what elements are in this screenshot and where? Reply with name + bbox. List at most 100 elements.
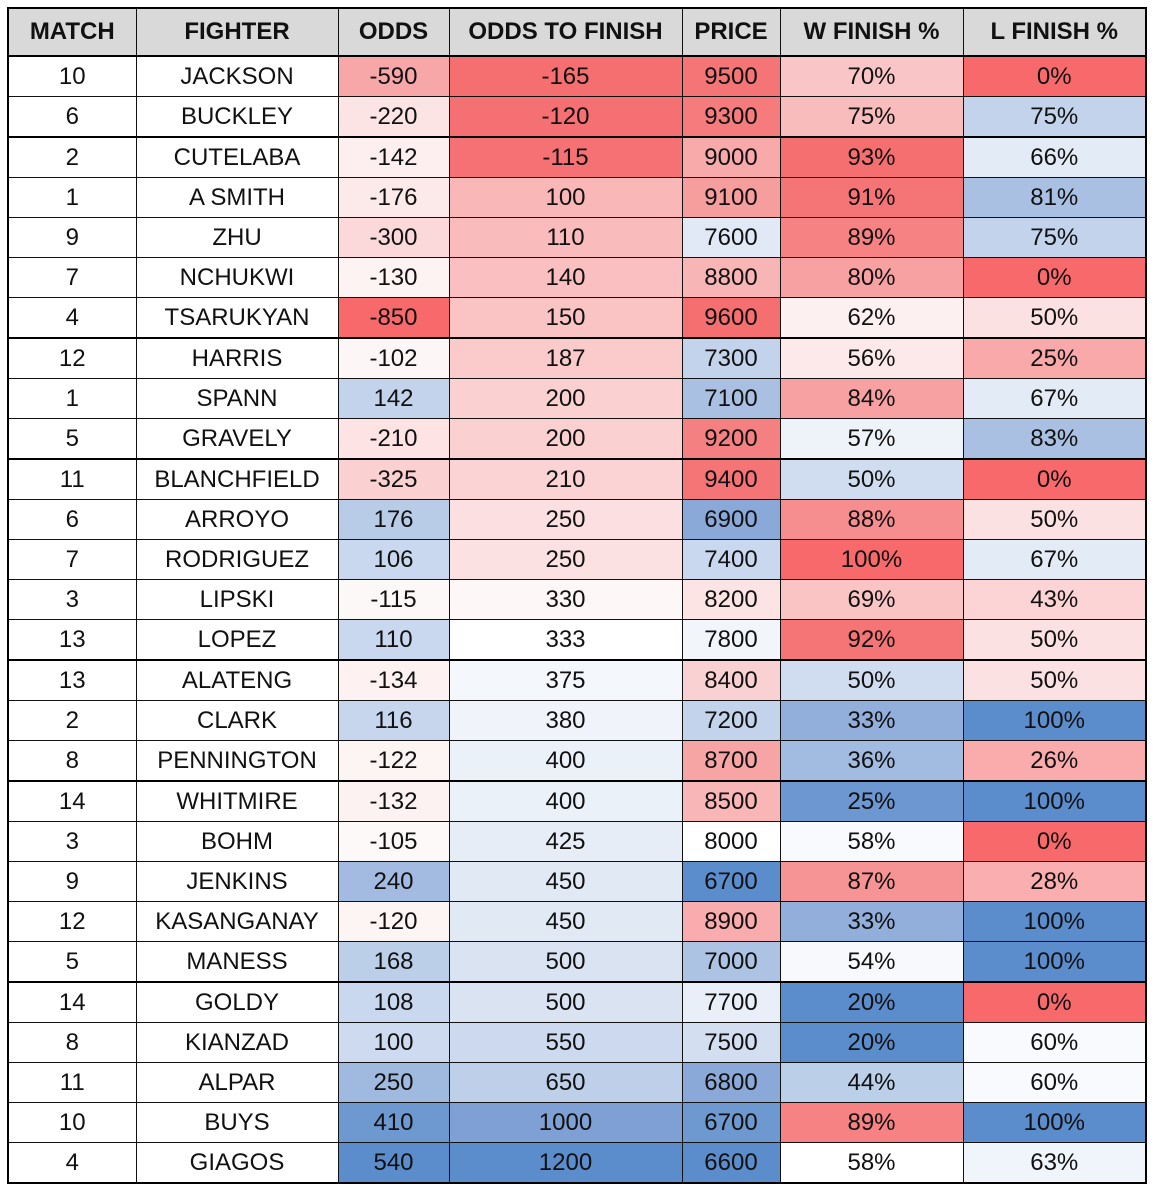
col-header-odds-to-finish[interactable]: ODDS TO FINISH [448,7,683,57]
match-cell[interactable]: 7 [7,257,137,298]
w-finish-cell[interactable]: 20% [779,1022,964,1063]
col-header-fighter[interactable]: FIGHTER [135,7,339,57]
price-cell[interactable]: 7000 [681,941,781,983]
fighter-cell[interactable]: ZHU [135,217,339,258]
l-finish-cell[interactable]: 67% [962,378,1147,419]
w-finish-cell[interactable]: 75% [779,96,964,138]
match-cell[interactable]: 7 [7,539,137,580]
price-cell[interactable]: 9100 [681,177,781,218]
odds-cell[interactable]: 100 [337,1022,450,1063]
match-cell[interactable]: 5 [7,418,137,460]
odds-cell[interactable]: -176 [337,177,450,218]
fighter-cell[interactable]: SPANN [135,378,339,419]
price-cell[interactable]: 6700 [681,861,781,902]
l-finish-cell[interactable]: 100% [962,941,1147,983]
w-finish-cell[interactable]: 70% [779,55,964,97]
match-cell[interactable]: 14 [7,780,137,822]
w-finish-cell[interactable]: 36% [779,740,964,782]
col-header-l-finish[interactable]: L FINISH % [962,7,1147,57]
odds-to-finish-cell[interactable]: 187 [448,337,683,379]
w-finish-cell[interactable]: 58% [779,1142,964,1184]
price-cell[interactable]: 8800 [681,257,781,298]
price-cell[interactable]: 6900 [681,499,781,540]
w-finish-cell[interactable]: 89% [779,217,964,258]
price-cell[interactable]: 8700 [681,740,781,782]
l-finish-cell[interactable]: 0% [962,821,1147,862]
fighter-cell[interactable]: BLANCHFIELD [135,458,339,500]
odds-cell[interactable]: 106 [337,539,450,580]
l-finish-cell[interactable]: 67% [962,539,1147,580]
price-cell[interactable]: 9400 [681,458,781,500]
w-finish-cell[interactable]: 92% [779,619,964,661]
match-cell[interactable]: 5 [7,941,137,983]
col-header-w-finish[interactable]: W FINISH % [779,7,964,57]
fighter-cell[interactable]: ALATENG [135,659,339,701]
odds-cell[interactable]: 110 [337,619,450,661]
w-finish-cell[interactable]: 50% [779,659,964,701]
l-finish-cell[interactable]: 25% [962,337,1147,379]
w-finish-cell[interactable]: 54% [779,941,964,983]
l-finish-cell[interactable]: 81% [962,177,1147,218]
col-header-odds[interactable]: ODDS [337,7,450,57]
odds-cell[interactable]: -142 [337,136,450,178]
odds-to-finish-cell[interactable]: 140 [448,257,683,298]
odds-to-finish-cell[interactable]: 210 [448,458,683,500]
price-cell[interactable]: 6800 [681,1062,781,1103]
w-finish-cell[interactable]: 87% [779,861,964,902]
match-cell[interactable]: 13 [7,619,137,661]
odds-cell[interactable]: -102 [337,337,450,379]
l-finish-cell[interactable]: 75% [962,217,1147,258]
match-cell[interactable]: 12 [7,901,137,942]
price-cell[interactable]: 9000 [681,136,781,178]
l-finish-cell[interactable]: 28% [962,861,1147,902]
odds-to-finish-cell[interactable]: -120 [448,96,683,138]
match-cell[interactable]: 2 [7,136,137,178]
match-cell[interactable]: 6 [7,96,137,138]
l-finish-cell[interactable]: 50% [962,659,1147,701]
odds-cell[interactable]: -300 [337,217,450,258]
fighter-cell[interactable]: TSARUKYAN [135,297,339,339]
odds-to-finish-cell[interactable]: 1000 [448,1102,683,1143]
odds-cell[interactable]: -132 [337,780,450,822]
w-finish-cell[interactable]: 89% [779,1102,964,1143]
price-cell[interactable]: 6600 [681,1142,781,1184]
odds-cell[interactable]: -105 [337,821,450,862]
odds-to-finish-cell[interactable]: 250 [448,499,683,540]
odds-cell[interactable]: -590 [337,55,450,97]
odds-cell[interactable]: -120 [337,901,450,942]
odds-cell[interactable]: -122 [337,740,450,782]
price-cell[interactable]: 7800 [681,619,781,661]
fighter-cell[interactable]: ALPAR [135,1062,339,1103]
odds-cell[interactable]: -115 [337,579,450,620]
w-finish-cell[interactable]: 69% [779,579,964,620]
odds-cell[interactable]: 142 [337,378,450,419]
price-cell[interactable]: 8200 [681,579,781,620]
odds-to-finish-cell[interactable]: 250 [448,539,683,580]
odds-to-finish-cell[interactable]: 100 [448,177,683,218]
odds-to-finish-cell[interactable]: 425 [448,821,683,862]
fighter-cell[interactable]: JENKINS [135,861,339,902]
match-cell[interactable]: 11 [7,1062,137,1103]
fighter-cell[interactable]: CUTELABA [135,136,339,178]
price-cell[interactable]: 7100 [681,378,781,419]
odds-to-finish-cell[interactable]: 400 [448,780,683,822]
fighter-cell[interactable]: KIANZAD [135,1022,339,1063]
fighter-cell[interactable]: RODRIGUEZ [135,539,339,580]
fighter-cell[interactable]: ARROYO [135,499,339,540]
odds-to-finish-cell[interactable]: 333 [448,619,683,661]
price-cell[interactable]: 7500 [681,1022,781,1063]
odds-to-finish-cell[interactable]: 450 [448,901,683,942]
odds-cell[interactable]: 410 [337,1102,450,1143]
w-finish-cell[interactable]: 33% [779,700,964,741]
odds-cell[interactable]: 176 [337,499,450,540]
odds-to-finish-cell[interactable]: -115 [448,136,683,178]
match-cell[interactable]: 3 [7,579,137,620]
price-cell[interactable]: 8900 [681,901,781,942]
l-finish-cell[interactable]: 83% [962,418,1147,460]
odds-cell[interactable]: -220 [337,96,450,138]
match-cell[interactable]: 1 [7,177,137,218]
odds-to-finish-cell[interactable]: -165 [448,55,683,97]
odds-to-finish-cell[interactable]: 200 [448,418,683,460]
match-cell[interactable]: 14 [7,981,137,1023]
odds-to-finish-cell[interactable]: 380 [448,700,683,741]
